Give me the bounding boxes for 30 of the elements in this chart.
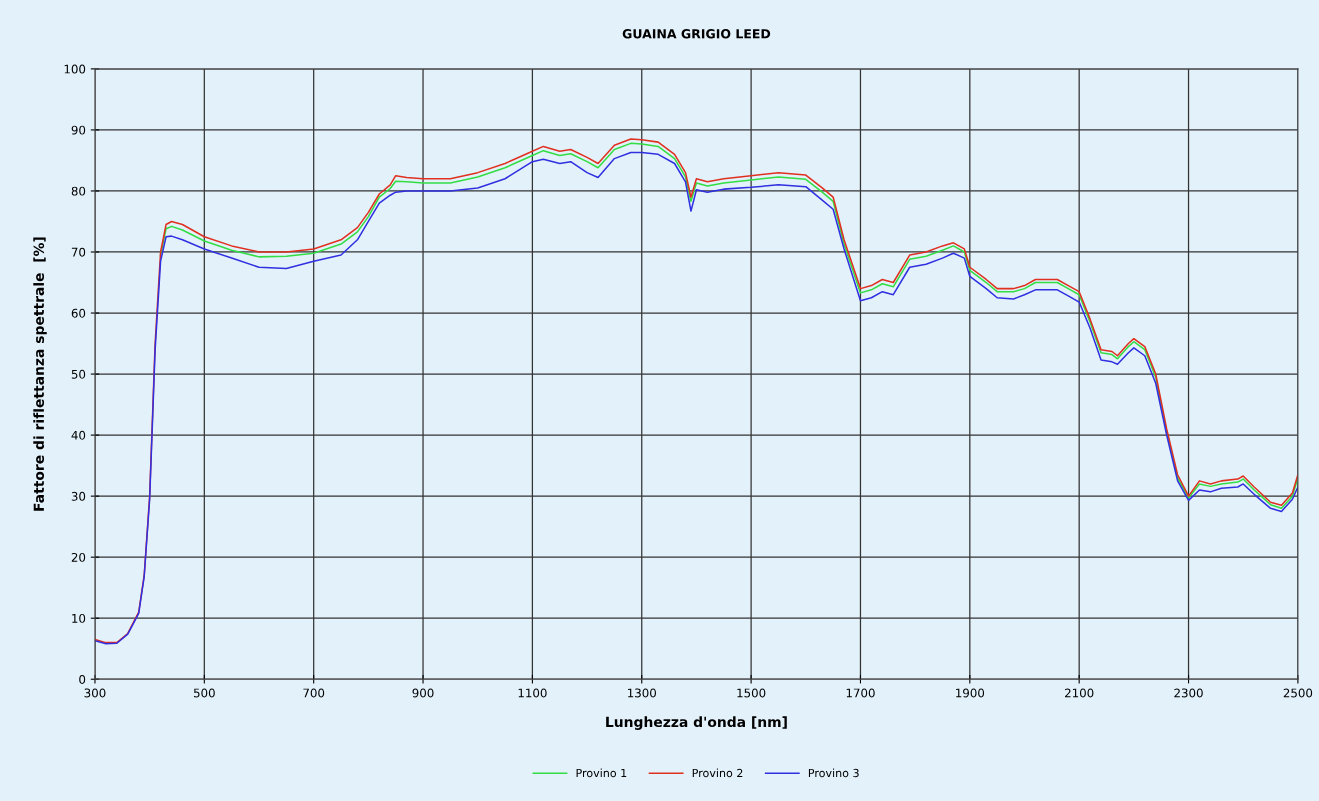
x-tick-label: 500 [193,688,215,698]
y-axis-title: Fattore di riflettanza spettrale [%] [33,237,47,511]
legend-label: Provino 3 [808,768,859,778]
x-tick-label: 2500 [1283,688,1313,698]
y-tick-label: 20 [71,552,86,562]
x-tick-label: 1900 [956,688,985,698]
x-tick-label: 1100 [518,688,547,698]
y-tick-label: 70 [71,247,86,257]
x-axis-title: Lunghezza d'onda [nm] [606,716,787,730]
line-series [159,142,1298,510]
y-tick-label: 50 [71,369,86,379]
x-tick-label: 300 [84,688,106,698]
x-tick-label: 1300 [628,688,656,698]
x-tick-label: 700 [303,688,325,698]
x-tick-label: 1700 [846,688,875,698]
x-tick-label: 2100 [1065,688,1094,698]
y-tick-label: 100 [64,64,86,74]
x-tick-label: 2300 [1174,688,1203,698]
legend-label: Provino 2 [692,768,743,778]
x-tick-label: 1500 [737,688,766,698]
legend-label: Provino 1 [576,768,627,778]
x-tick-label: 900 [412,688,434,698]
y-tick-label: 0 [79,674,86,684]
y-tick-label: 40 [71,430,86,440]
y-tick-label: 30 [71,491,86,501]
y-tick-label: 10 [72,613,86,623]
y-tick-label: 80 [71,186,86,196]
y-tick-label: 60 [71,308,86,318]
y-tick-label: 90 [71,125,86,135]
chart-title: GUAINA GRIGIO LEED [622,29,771,39]
